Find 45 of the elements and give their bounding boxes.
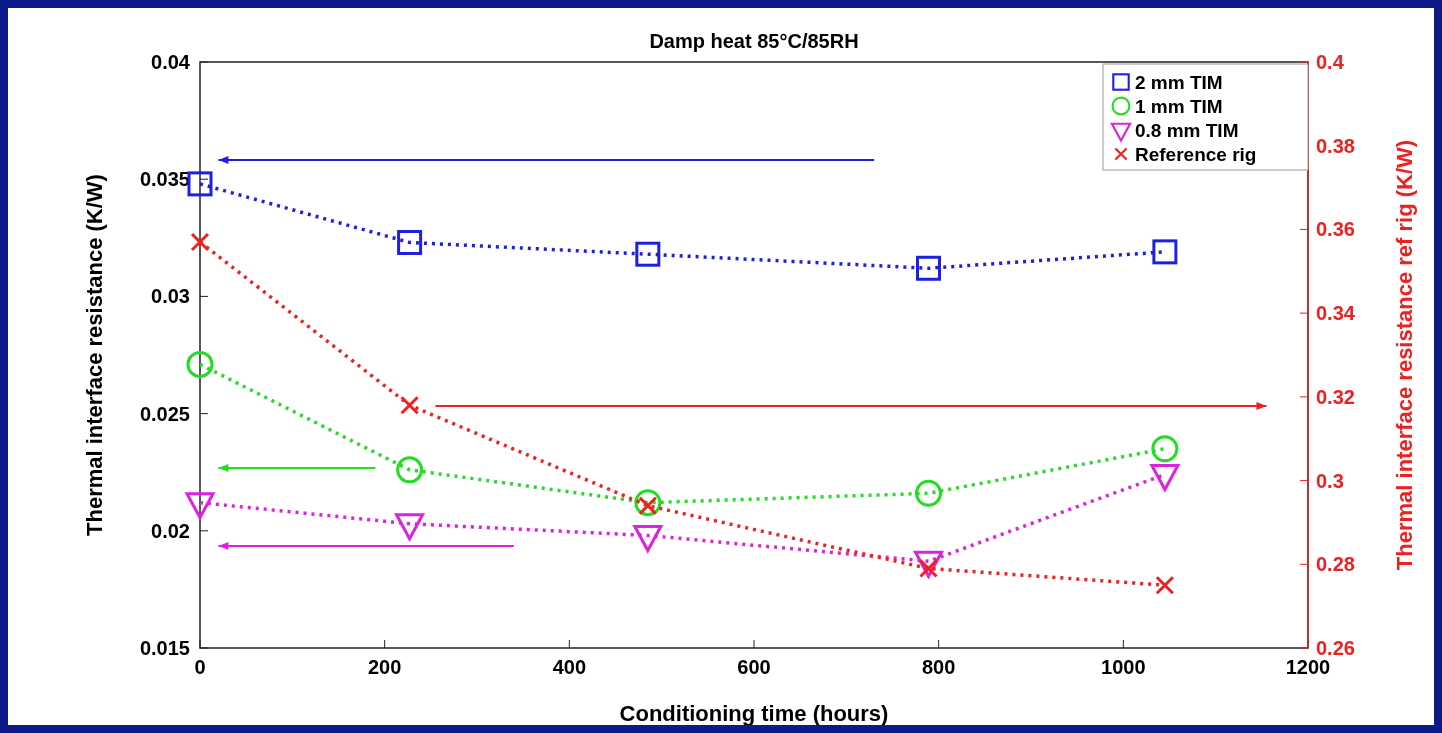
y2-tick-label: 0.28 <box>1316 553 1355 576</box>
y2-tick-label: 0.38 <box>1316 134 1355 157</box>
point <box>396 456 424 484</box>
x-tick-label: 600 <box>737 656 771 678</box>
y-tick-label: 0.025 <box>139 402 190 425</box>
point <box>185 492 215 520</box>
chart-title: Damp heat 85°C/85RH <box>649 30 859 52</box>
x-tick-label: 1200 <box>1285 656 1331 678</box>
y2-tick-label: 0.34 <box>1316 302 1356 325</box>
point <box>1151 435 1179 463</box>
point <box>1155 575 1175 595</box>
point <box>397 229 423 255</box>
point <box>634 489 662 517</box>
point <box>633 524 663 552</box>
x-tick-label: 0 <box>194 656 206 678</box>
y2-axis-title: Thermal interface resistance ref rig (K/W) <box>1392 139 1417 571</box>
y-tick-label: 0.015 <box>139 637 190 659</box>
x-tick-label: 400 <box>552 656 587 678</box>
y-tick-label: 0.04 <box>151 51 191 73</box>
point <box>395 513 425 541</box>
y2-tick-label: 0.4 <box>1316 51 1345 73</box>
x-tick-label: 800 <box>921 656 956 678</box>
legend-label: 2 mm TIM <box>1135 72 1223 93</box>
y2-tick-label: 0.26 <box>1316 637 1355 659</box>
y-tick-label: 0.02 <box>151 519 190 542</box>
y2-tick-label: 0.36 <box>1316 218 1355 241</box>
x-tick-label: 200 <box>367 656 402 678</box>
y2-tick-label: 0.32 <box>1316 385 1355 408</box>
y2-tick-label: 0.3 <box>1316 469 1344 492</box>
point <box>400 395 420 415</box>
point <box>916 255 942 281</box>
point <box>187 171 213 197</box>
point <box>1150 464 1180 492</box>
y-tick-label: 0.035 <box>139 168 190 191</box>
point <box>1152 239 1178 265</box>
point <box>190 232 210 252</box>
legend-label: 0.8 mm TIM <box>1135 120 1239 141</box>
legend-label: Reference rig <box>1135 144 1257 165</box>
point <box>186 350 214 378</box>
y-tick-label: 0.03 <box>151 285 190 308</box>
x-axis-title: Conditioning time (hours) <box>619 701 889 726</box>
x-tick-label: 1000 <box>1101 656 1146 678</box>
y-axis-title: Thermal interface resistance (K/W) <box>82 174 107 536</box>
legend-label: 1 mm TIM <box>1135 96 1223 117</box>
point <box>635 241 661 267</box>
